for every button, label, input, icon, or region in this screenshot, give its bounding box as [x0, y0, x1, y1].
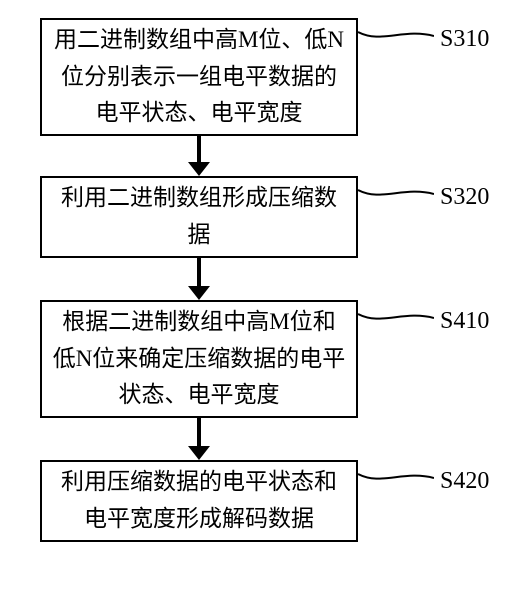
arrow-n2-n3: [186, 258, 212, 300]
step-label-S310: S310: [440, 26, 489, 53]
flow-node-text: 根据二进制数组中高M位和低N位来确定压缩数据的电平状态、电平宽度: [52, 304, 346, 414]
callout-line: [358, 180, 434, 210]
flow-node-n1: 用二进制数组中高M位、低N位分别表示一组电平数据的电平状态、电平宽度: [40, 18, 358, 136]
step-label-S320: S320: [440, 184, 489, 211]
step-label-S410: S410: [440, 308, 489, 335]
flow-node-text: 利用压缩数据的电平状态和电平宽度形成解码数据: [52, 464, 346, 538]
flow-node-n2: 利用二进制数组形成压缩数据: [40, 176, 358, 258]
flow-node-text: 用二进制数组中高M位、低N位分别表示一组电平数据的电平状态、电平宽度: [52, 22, 346, 132]
callout-line: [358, 304, 434, 334]
flow-node-text: 利用二进制数组形成压缩数据: [52, 180, 346, 254]
arrow-n3-n4: [186, 418, 212, 460]
step-label-S420: S420: [440, 468, 489, 495]
callout-line: [358, 464, 434, 494]
arrow-n1-n2: [186, 136, 212, 176]
flow-node-n4: 利用压缩数据的电平状态和电平宽度形成解码数据: [40, 460, 358, 542]
callout-line: [358, 22, 434, 52]
flow-node-n3: 根据二进制数组中高M位和低N位来确定压缩数据的电平状态、电平宽度: [40, 300, 358, 418]
